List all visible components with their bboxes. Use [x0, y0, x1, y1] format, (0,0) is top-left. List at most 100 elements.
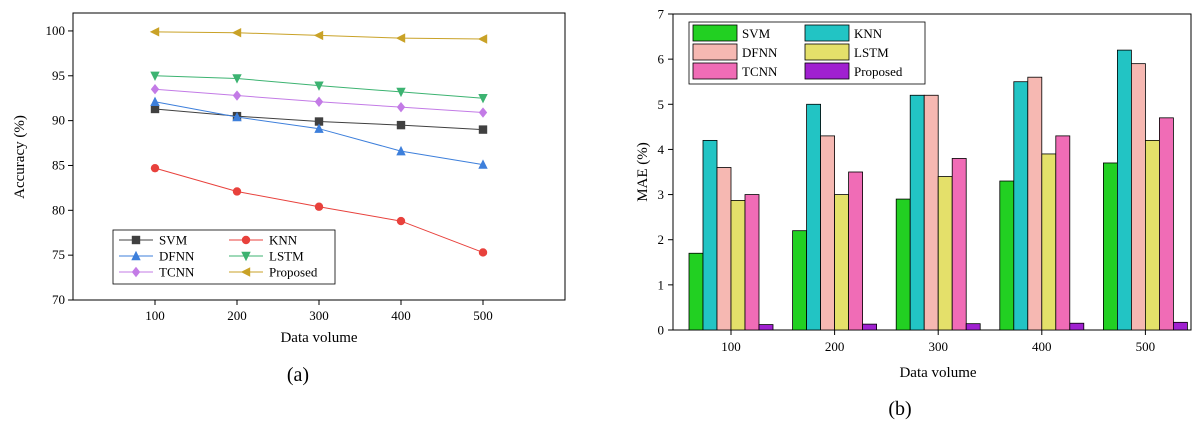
legend-marker — [241, 251, 251, 262]
x-axis-label: Data volume — [280, 330, 357, 346]
x-tick-label: 200 — [227, 308, 247, 323]
data-point-proposed — [313, 30, 324, 41]
data-point-knn — [150, 163, 160, 173]
data-point-proposed — [395, 33, 406, 43]
bar-dfnn — [923, 94, 939, 331]
x-tick-label: 200 — [825, 339, 845, 354]
data-point-svm — [478, 125, 488, 134]
bar-svm — [688, 252, 704, 331]
data-point-svm — [150, 104, 160, 114]
y-tick-label: 70 — [52, 292, 65, 307]
y-tick-label: 95 — [52, 68, 65, 83]
bar-lstm — [834, 194, 849, 331]
legend-label: TCNN — [159, 265, 195, 280]
data-point-dfnn — [314, 123, 324, 133]
bar-dfnn — [1131, 63, 1146, 331]
legend-box — [112, 229, 336, 285]
legend-marker — [240, 267, 251, 277]
bar-svm — [1103, 162, 1118, 331]
legend-label: KNN — [854, 26, 883, 41]
legend-label: KNN — [269, 233, 298, 248]
bar-svm — [895, 198, 911, 331]
legend-swatch — [692, 43, 738, 61]
data-point-lstm — [314, 81, 324, 91]
bar-proposed — [1173, 321, 1188, 331]
data-point-lstm — [232, 74, 242, 84]
legend-label: DFNN — [159, 249, 195, 264]
bar-tcnn — [848, 171, 863, 331]
data-point-knn — [232, 187, 242, 196]
legend-swatch — [692, 62, 738, 80]
data-point-tcnn — [396, 101, 406, 113]
legend-marker — [131, 250, 141, 261]
y-tick-label: 2 — [658, 232, 665, 247]
y-tick-label: 90 — [52, 113, 65, 128]
line-chart-panel: Accuracy (%) Data volume (a) 70 75 80 85 90 9… — [12, 12, 566, 386]
data-point-svm — [396, 120, 406, 130]
y-tick-label: 5 — [658, 97, 665, 112]
bar-knn — [1013, 81, 1029, 331]
data-point-tcnn — [314, 96, 324, 107]
bar-proposed — [965, 323, 981, 331]
legend-label: LSTM — [269, 249, 304, 264]
legend-marker — [131, 266, 141, 278]
x-tick-label: 300 — [928, 339, 948, 354]
bar-tcnn — [1055, 135, 1071, 331]
legend-swatch — [804, 43, 850, 61]
data-point-dfnn — [478, 159, 488, 169]
y-tick-label: 3 — [658, 187, 665, 202]
y-tick-label: 85 — [52, 157, 65, 172]
data-point-knn — [396, 216, 406, 226]
bar-lstm — [1145, 139, 1160, 331]
data-point-knn — [478, 248, 488, 257]
data-point-dfnn — [150, 96, 160, 106]
bar-tcnn — [744, 194, 760, 331]
y-tick-label: 80 — [52, 202, 65, 217]
y-tick-label: 7 — [658, 7, 665, 22]
legend-label: Proposed — [269, 265, 318, 280]
x-tick-label: 400 — [1032, 339, 1052, 354]
data-point-lstm — [478, 94, 488, 104]
bar-lstm — [730, 200, 746, 331]
x-tick-label: 100 — [145, 308, 165, 323]
bar-tcnn — [951, 158, 967, 331]
data-point-proposed — [231, 28, 242, 38]
y-tick-label: 100 — [46, 23, 66, 38]
data-point-lstm — [150, 71, 160, 81]
data-point-proposed — [477, 34, 488, 44]
bar-proposed — [758, 324, 774, 331]
legend-marker — [131, 235, 141, 245]
bar-lstm — [937, 176, 953, 331]
panel-label: (b) — [888, 398, 911, 420]
x-axis-label: Data volume — [899, 365, 976, 381]
bar-svm — [792, 230, 807, 331]
bar-knn — [806, 103, 821, 331]
bar-dfnn — [716, 167, 732, 331]
legend-label: SVM — [742, 26, 771, 41]
bar-dfnn — [820, 135, 835, 331]
panel-label: (a) — [287, 364, 309, 386]
x-tick-label: 500 — [1136, 339, 1156, 354]
bar-knn — [909, 94, 925, 331]
data-point-knn — [314, 202, 324, 211]
x-tick-label: 300 — [309, 308, 329, 323]
bar-lstm — [1041, 153, 1057, 331]
data-point-svm — [314, 117, 324, 126]
x-tick-label: 400 — [391, 308, 411, 323]
legend-marker — [241, 235, 251, 245]
legend-swatch — [692, 24, 738, 42]
data-point-tcnn — [232, 90, 242, 101]
bar-proposed — [1069, 322, 1085, 331]
legend-label: Proposed — [854, 64, 903, 79]
data-point-tcnn — [150, 84, 160, 95]
legend-label: LSTM — [854, 45, 889, 60]
bar-tcnn — [1159, 117, 1174, 331]
data-point-lstm — [396, 87, 406, 98]
data-point-tcnn — [478, 107, 488, 118]
y-tick-label: 4 — [658, 142, 665, 157]
bar-svm — [999, 180, 1015, 331]
bar-dfnn — [1027, 76, 1043, 331]
series-line-dfnn — [154, 101, 484, 166]
legend-label: DFNN — [742, 45, 778, 60]
